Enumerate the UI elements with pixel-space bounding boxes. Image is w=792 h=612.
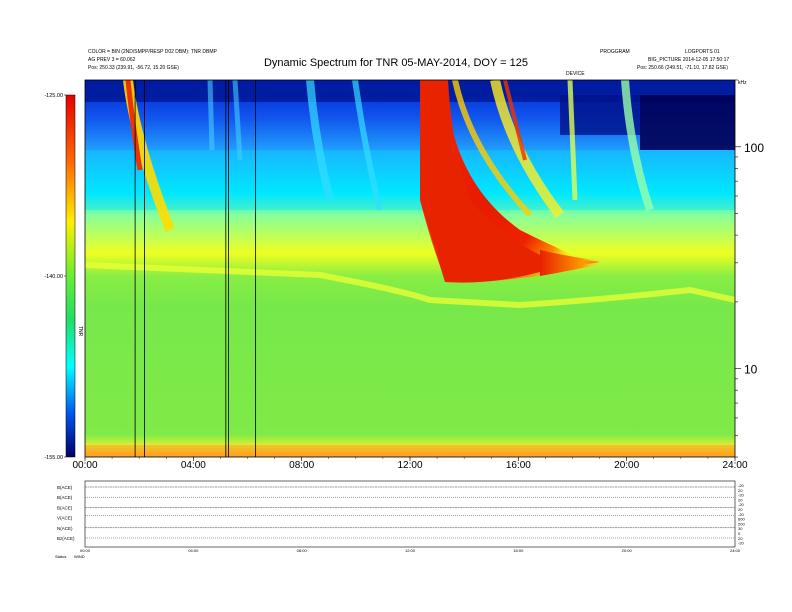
lower-panel-right-tick: 200 (738, 521, 745, 526)
y-tick-label: 10 (744, 363, 758, 377)
header-left-line-3: Pos: 250.33 (239.91, -56.72, 15.20 GSE) (88, 65, 179, 71)
lower-panel-right-tick: -20 (738, 502, 745, 507)
lower-panel-right-tick: 20 (738, 536, 743, 541)
header-right-line-3: Pos: 250.66 (249.51, -71.10, 17.82 GSE) (637, 65, 728, 71)
spectrogram (85, 80, 735, 457)
colorbar-tick-label: -140.00 (44, 274, 63, 280)
colorbar-label: TNR (77, 326, 83, 337)
header-program: PROGGRAM (600, 49, 630, 55)
lower-panel-right-tick: -20 (738, 493, 745, 498)
lower-panels-frame (84, 480, 736, 548)
lower-panel-right-tick: 600 (738, 517, 745, 522)
header-right-line-1: LOGPORTS 01 (685, 49, 720, 55)
y-tick-label: 100 (744, 141, 764, 155)
lower-panel-label: B(ACE) (57, 495, 73, 500)
x-tick-label: 08:00 (289, 460, 314, 471)
lower-panel-label: B(ACE) (57, 505, 73, 510)
khz-label: kHz (738, 80, 747, 86)
x-tick-label: 24:00 (722, 460, 747, 471)
lower-panel-right-tick: 30 (738, 526, 743, 531)
x-tick-label: 12:00 (397, 460, 422, 471)
colorbar-ticks: -125.00 -140.00 -155.00 (44, 93, 66, 461)
x-tick-label: 16:00 (506, 460, 531, 471)
data-gap-lines (134, 80, 257, 457)
x-axis: 00:00 04:00 08:00 12:00 16:00 20:00 24:00 (72, 457, 748, 471)
header-device: DEVICE (566, 71, 585, 77)
colorbar-tick-label: -125.00 (44, 93, 63, 99)
x-tick-label: 00:00 (72, 460, 97, 471)
lower-panel-right-tick: 20 (738, 488, 743, 493)
lower-panel-label: B(ACE) (57, 485, 73, 490)
chart-title: Dynamic Spectrum for TNR 05-MAY-2014, DO… (263, 57, 528, 69)
lower-panel-x-tick: 08:00 (297, 548, 308, 553)
lower-panel-x-tick: 04:00 (188, 548, 199, 553)
lower-panel-right-tick: 20 (738, 497, 743, 502)
lower-panel-label: N(ACE) (57, 526, 73, 531)
lower-panel-right-tick: -20 (738, 483, 745, 488)
colorbar (65, 94, 76, 458)
lower-panel-label: V(ACE) (57, 516, 73, 521)
lower-panel-right-tick: 0 (738, 531, 741, 536)
lower-panel-x-tick: 24:00 (730, 548, 741, 553)
footer-label: Status (55, 554, 66, 559)
x-tick-label: 20:00 (614, 460, 639, 471)
footer-value: WIND (74, 554, 85, 559)
lower-panel-right-tick: 20 (738, 507, 743, 512)
x-tick-label: 04:00 (181, 460, 206, 471)
y-axis: 100 10 (735, 79, 764, 458)
header-left-line-2: AG PREV 3 = 60.062 (88, 57, 136, 63)
header-right-line-2: BIG_PICTURE 2014-12-05 17:50:17 (648, 57, 730, 63)
colorbar-tick-label: -155.00 (44, 455, 63, 461)
lower-panel-x-tick: 16:00 (513, 548, 524, 553)
lower-panel-x-tick: 00:00 (80, 548, 91, 553)
lower-panels: B(ACE) B(ACE) B(ACE) V(ACE) N(ACE) Bz(ACE) -20… (55, 483, 745, 559)
lower-panel-label: Bz(ACE) (57, 536, 75, 541)
lower-panel-right-tick: -20 (738, 541, 745, 546)
header-left-line-1: COLOR = BIN (2ND/SMPP/RESP D02 DBM): TNR… (88, 49, 217, 55)
lower-panel-x-tick: 12:00 (405, 548, 416, 553)
lower-panel-right-tick: -20 (738, 512, 745, 517)
lower-panel-x-tick: 20:00 (622, 548, 633, 553)
